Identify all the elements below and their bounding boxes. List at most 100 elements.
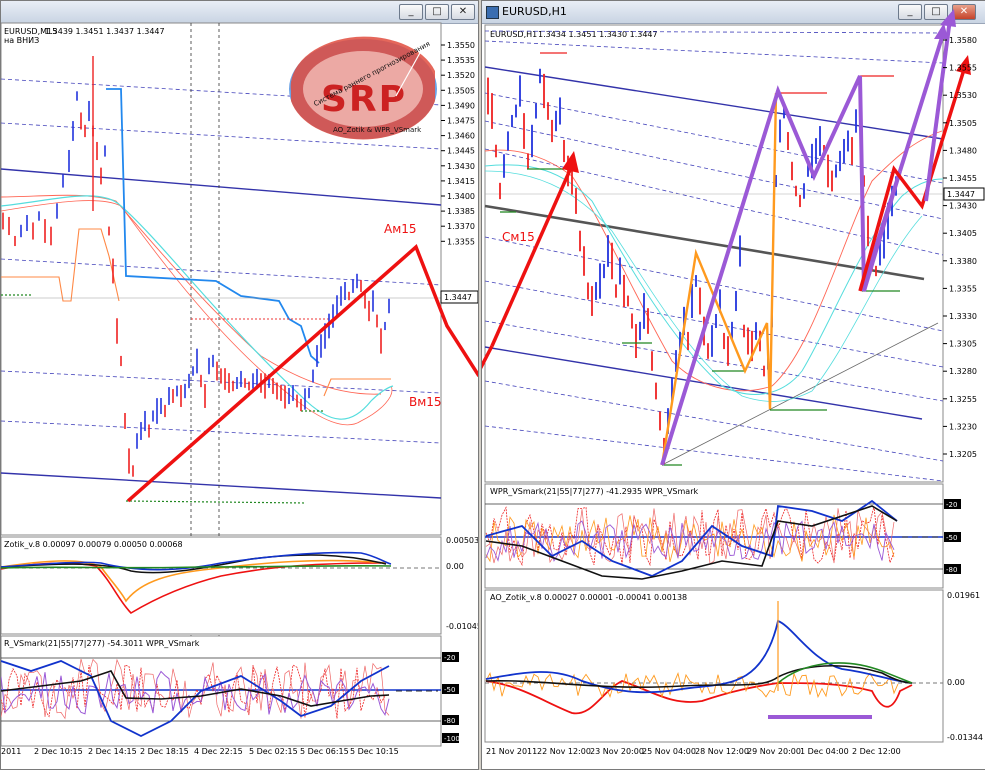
- wpr-header: R_VSmark(21|55|77|277) -54.3011 WPR_VSma…: [4, 639, 200, 648]
- m15-price-bars: [2, 56, 390, 477]
- orange-level-line-2: [323, 378, 391, 397]
- price-tick-label: 1.3480: [949, 146, 977, 155]
- price-tick-label: 1.3355: [447, 237, 475, 246]
- price-tick-label: 1.3505: [949, 119, 977, 128]
- price-scale: 1.3580 1.3555 1.3530 1.3505 1.3480 1.3455 1.34…: [943, 36, 977, 459]
- time-tick-label: 2011: [1, 747, 21, 756]
- current-price-text: 1.3447: [444, 293, 472, 302]
- price-tick-label: 1.3305: [949, 340, 977, 349]
- indicator-line: [1, 660, 390, 738]
- price-tick-label: 1.3530: [949, 91, 977, 100]
- time-tick-label: 1 Dec 04:00: [800, 747, 849, 756]
- time-tick-label: 2 Dec 10:15: [34, 747, 83, 756]
- current-price-badge: [943, 187, 985, 201]
- wpr-lines: [485, 499, 940, 580]
- price-tick-label: 1.3535: [447, 56, 475, 65]
- wpr-tick-label: -20: [946, 501, 957, 509]
- price-tick-label: 1.3280: [949, 367, 977, 376]
- ao-lines: [1, 551, 392, 615]
- indicator-line: [485, 520, 895, 562]
- time-axis: 2011 2 Dec 10:15 2 Dec 14:15 2 Dec 18:15 4 D…: [1, 747, 399, 756]
- window-title: EURUSD,H1: [502, 5, 567, 18]
- symbol-label: EURUSD,H1: [490, 30, 537, 39]
- chart-window-h1[interactable]: EURUSD,H1 _ □ ✕ EURUSD,H1 1.3434 1.3451 …: [481, 0, 985, 770]
- support-trend-line: [661, 322, 939, 466]
- chart-window-icon: [486, 6, 499, 19]
- m15-chart-area[interactable]: EURUSD,M15 1.3439 1.3451 1.3437 1.3447 н…: [1, 1, 478, 769]
- ao-tick-label: -0.01344: [947, 733, 983, 742]
- price-tick-label: 1.3460: [447, 132, 475, 141]
- indicator-line: [1, 670, 390, 717]
- wpr-tick-badge: [442, 733, 459, 743]
- time-tick-label: 21 Nov 2011: [486, 747, 537, 756]
- ohlc-label: 1.3434 1.3451 1.3430 1.3447: [538, 30, 658, 39]
- logo-author-text: AO_Zotik & WPR_VSmark: [333, 126, 422, 134]
- ma-line-red-2: [1, 200, 393, 426]
- forecast-arrow-cm15-2: [490, 160, 576, 347]
- time-tick-label: 2 Dec 18:15: [140, 747, 189, 756]
- h1-chart-area[interactable]: EURUSD,H1 1.3434 1.3451 1.3430 1.3447: [482, 1, 985, 769]
- wpr-tick-label: -100: [444, 735, 460, 743]
- forecast-arrow-h1: [858, 62, 968, 292]
- ao-lines: [485, 601, 913, 715]
- wpr-scale: -20 -50 -80: [944, 499, 961, 574]
- time-tick-label: 4 Dec 22:15: [194, 747, 243, 756]
- title-bar[interactable]: _ □ ✕: [1, 1, 478, 24]
- maximize-button[interactable]: □: [425, 4, 449, 20]
- price-tick-label: 1.3330: [949, 312, 977, 321]
- wpr-tick-badge: [442, 715, 459, 725]
- price-tick-label: 1.3405: [949, 229, 977, 238]
- ao-header: AO_Zotik_v.8 0.00027 0.00001 -0.00041 0.…: [490, 593, 687, 602]
- price-tick-label: 1.3430: [949, 202, 977, 211]
- minimize-button[interactable]: _: [399, 4, 423, 20]
- price-tick-label: 1.3475: [447, 117, 475, 126]
- indicator-line: [485, 499, 898, 577]
- close-button[interactable]: ✕: [451, 4, 475, 20]
- price-tick-label: 1.3505: [447, 86, 475, 95]
- label-cm15: См15: [502, 230, 535, 244]
- ao-tick-label: 0.00: [446, 562, 464, 571]
- wpr-tick-label: -50: [444, 686, 455, 694]
- ao-line-green: [777, 662, 913, 684]
- indicator-line: [1, 664, 390, 719]
- time-tick-label: 29 Nov 20:00: [747, 747, 801, 756]
- grey-trend-line: [484, 204, 925, 281]
- price-tick-label: 1.3445: [447, 147, 475, 156]
- wpr-header: WPR_VSmark(21|55|77|277) -41.2935 WPR_VS…: [490, 487, 698, 496]
- srp-logo: SRP Система раннего прогнозирования AO_Z…: [289, 36, 437, 140]
- wpr-tick-badge: [944, 499, 961, 509]
- chart-window-m15[interactable]: _ □ ✕ EURUSD,M15 1.3439 1.3451 1.3437 1.…: [0, 0, 479, 770]
- ma-line-aqua-2: [484, 170, 923, 402]
- purple-arrow-head: [934, 23, 948, 39]
- price-tick-label: 1.3380: [949, 257, 977, 266]
- sky-level-line: [106, 88, 320, 364]
- maximize-button[interactable]: □: [924, 4, 948, 20]
- price-tick-label: 1.3430: [447, 162, 475, 171]
- minimize-button[interactable]: _: [898, 4, 922, 20]
- price-tick-label: 1.3555: [949, 64, 977, 73]
- wpr-lines: [1, 658, 438, 738]
- purple-arrow-head-top: [940, 9, 956, 27]
- time-tick-label: 25 Nov 04:00: [642, 747, 696, 756]
- price-tick-label: 1.3490: [447, 101, 475, 110]
- price-tick-label: 1.3385: [447, 207, 475, 216]
- time-tick-label: 5 Dec 10:15: [350, 747, 399, 756]
- title-bar[interactable]: EURUSD,H1 _ □ ✕: [482, 1, 985, 24]
- price-scale: 1.3550 1.3535 1.3520 1.3505 1.3490 1.3475 1.34…: [441, 41, 475, 246]
- ao-line-black: [485, 665, 913, 689]
- ao-line-red: [485, 680, 913, 715]
- wpr-tick-label: -80: [444, 717, 455, 725]
- indicator-line: [485, 505, 898, 580]
- h1-price-bars: [487, 68, 897, 465]
- channel-upper-line: [1, 168, 442, 206]
- time-tick-label: 5 Dec 06:15: [300, 747, 349, 756]
- indicator-line: [1, 658, 390, 720]
- price-tick-label: 1.3255: [949, 395, 977, 404]
- ma-line-aqua: [484, 164, 944, 395]
- purple-forecast-line-top: [924, 18, 952, 202]
- ao-tick-label: 0.00: [947, 678, 965, 687]
- current-price-badge: [440, 290, 478, 304]
- level-markers: [500, 52, 900, 466]
- ao-tick-label: 0.01961: [947, 591, 980, 600]
